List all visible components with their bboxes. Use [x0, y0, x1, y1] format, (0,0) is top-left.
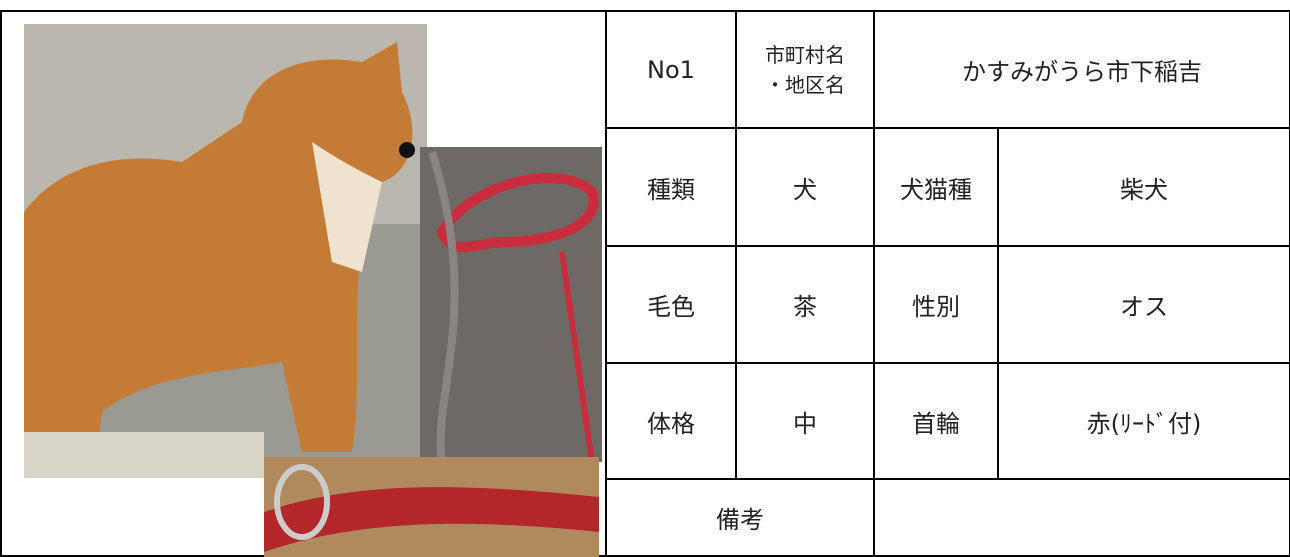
- label-cell: 体格: [605, 362, 737, 480]
- value-cell: オス: [997, 245, 1290, 364]
- label-cell: 犬猫種: [873, 127, 999, 247]
- label-cell: 首輪: [873, 362, 999, 480]
- label-cell: 毛色: [605, 245, 737, 364]
- area-label: 市町村名: [765, 42, 845, 67]
- remarks-label-cell: 備考: [605, 478, 875, 557]
- label-cell: 種類: [605, 127, 737, 247]
- label-cell: 性別: [873, 245, 999, 364]
- sheet: No1 市町村名・地区名 かすみがうら市下稲吉 種類 犬 犬猫種 柴犬 毛色 茶…: [0, 10, 1290, 557]
- value-cell: 犬: [735, 127, 875, 247]
- number-cell: No1: [605, 10, 737, 129]
- area-value-cell: かすみがうら市下稲吉: [873, 10, 1290, 129]
- value-cell: 柴犬: [997, 127, 1290, 247]
- area-label-cell: 市町村名 ・地区名: [735, 10, 875, 129]
- value-cell: 赤(ﾘｰﾄﾞ付): [997, 362, 1290, 480]
- dog-photo: [24, 24, 427, 478]
- photo-cell: [0, 10, 607, 557]
- value-cell: 中: [735, 362, 875, 480]
- collar-photo: [264, 457, 599, 557]
- remarks-value-cell: [873, 478, 1290, 557]
- value-cell: 茶: [735, 245, 875, 364]
- area-label: ・地区名: [765, 72, 845, 97]
- photos: [24, 24, 602, 557]
- info-table: No1 市町村名・地区名 かすみがうら市下稲吉 種類 犬 犬猫種 柴犬 毛色 茶…: [0, 10, 1290, 557]
- carabiner-photo: [420, 147, 602, 463]
